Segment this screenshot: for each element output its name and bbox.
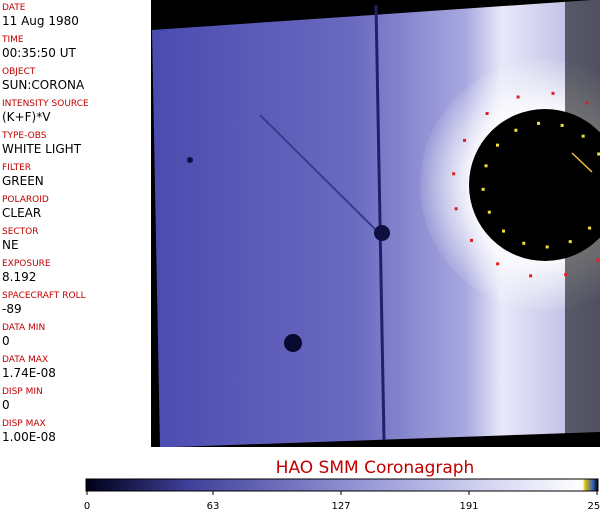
field-value: GREEN <box>2 174 44 188</box>
dot <box>568 240 572 244</box>
field-label: DATA MIN <box>2 323 46 333</box>
field-value: (K+F)*V <box>2 110 51 124</box>
field-label: SPACECRAFT ROLL <box>2 291 86 301</box>
streak <box>259 114 379 233</box>
dot <box>463 138 467 142</box>
dot <box>485 112 489 116</box>
field-label: OBJECT <box>2 67 36 77</box>
dot <box>564 273 568 277</box>
field-label: POLAROID <box>2 195 49 205</box>
dot <box>560 123 564 127</box>
dark-spot <box>284 334 302 352</box>
tick-label: 191 <box>459 501 478 512</box>
pylon-line <box>374 4 386 441</box>
dot <box>496 262 500 266</box>
field-value: -89 <box>2 302 22 316</box>
occulting-disk <box>469 109 600 261</box>
dot <box>581 134 585 138</box>
dark-spot <box>374 225 390 241</box>
dot <box>496 143 500 147</box>
field-label: DISP MIN <box>2 387 43 397</box>
field-value: 11 Aug 1980 <box>2 14 79 28</box>
dot <box>537 121 541 125</box>
field-label: INTENSITY SOURCE <box>2 99 89 109</box>
marker-dots <box>452 91 600 278</box>
metadata-panel: DATE 11 Aug 1980 TIME 00:35:50 UT OBJECT SUN:… <box>0 0 152 447</box>
field-value: 1.74E-08 <box>2 366 56 380</box>
tick-label: 0 <box>84 501 90 512</box>
dark-spot <box>187 157 193 163</box>
dot <box>502 229 506 233</box>
field-value: CLEAR <box>2 206 42 220</box>
field-label: EXPOSURE <box>2 259 51 269</box>
field-label: SECTOR <box>2 227 39 237</box>
dot <box>481 187 485 191</box>
tick-label: 127 <box>331 501 350 512</box>
colorbar <box>85 478 599 492</box>
dot <box>529 274 533 278</box>
dot <box>452 172 456 176</box>
dot <box>484 164 488 168</box>
field-label: TIME <box>2 35 24 45</box>
field-value: 0 <box>2 334 10 348</box>
field-label: DISP MAX <box>2 419 46 429</box>
field-value: WHITE LIGHT <box>2 142 82 156</box>
dot <box>514 128 518 132</box>
dot <box>545 245 549 249</box>
marker <box>571 152 593 173</box>
field-value: NE <box>2 238 19 252</box>
field-label: TYPE-OBS <box>2 131 47 141</box>
dot <box>596 258 600 262</box>
field-label: DATA MAX <box>2 355 49 365</box>
field-label: DATE <box>2 3 26 13</box>
dot <box>522 241 526 245</box>
field-value: 1.00E-08 <box>2 430 56 444</box>
dot <box>470 238 474 242</box>
field-value: 0 <box>2 398 10 412</box>
tick-label: 255 <box>587 501 600 512</box>
dot <box>551 91 555 95</box>
dot <box>588 226 592 230</box>
field-value: SUN:CORONA <box>2 78 85 92</box>
title: HAO SMM Coronagraph <box>276 458 475 478</box>
dot <box>516 95 520 99</box>
tick-label: 63 <box>207 501 220 512</box>
field-value: 8.192 <box>2 270 37 284</box>
dot <box>585 101 589 105</box>
dot <box>597 152 600 156</box>
dot <box>454 207 458 211</box>
dot <box>487 210 491 214</box>
field-label: FILTER <box>2 163 32 173</box>
field-value: 00:35:50 UT <box>2 46 76 60</box>
